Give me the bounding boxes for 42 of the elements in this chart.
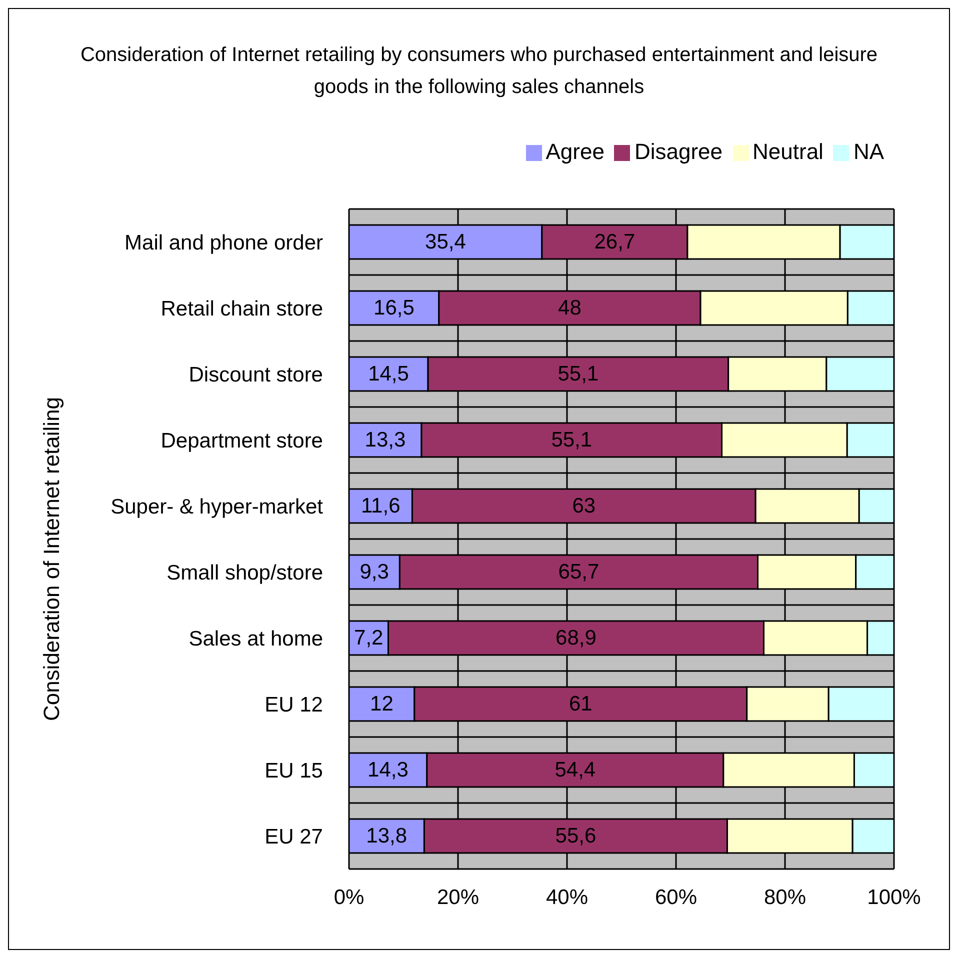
y-tick-label: EU 27 — [264, 825, 323, 848]
data-label: 16,5 — [374, 296, 414, 320]
data-label: 26,7 — [594, 230, 636, 254]
data-label: 14,3 — [368, 758, 408, 782]
y-tick-label: EU 15 — [264, 759, 323, 782]
legend-label: Agree — [546, 139, 604, 164]
legend-label: NA — [853, 139, 884, 164]
data-label: 11,6 — [360, 494, 400, 518]
x-tick-label: 80% — [764, 886, 806, 909]
data-label: 48 — [558, 296, 582, 320]
data-label: 13,8 — [366, 824, 408, 848]
y-tick-label: Mail and phone order — [124, 231, 323, 254]
y-tick-label: Discount store — [188, 363, 323, 386]
y-tick-label: Department store — [160, 429, 323, 452]
data-label: 55,6 — [555, 824, 596, 848]
x-tick-label: 40% — [546, 886, 588, 909]
legend-label: Disagree — [634, 139, 723, 164]
legend-label: Neutral — [752, 139, 824, 164]
y-tick-label: Super- & hyper-market — [110, 495, 324, 518]
y-tick-label: Retail chain store — [160, 297, 323, 320]
y-tick-label: Small shop/store — [166, 561, 323, 584]
data-label: 65,7 — [558, 560, 600, 584]
data-label: 7,2 — [354, 626, 384, 650]
data-label: 13,3 — [364, 428, 406, 452]
data-label: 68,9 — [556, 626, 596, 650]
y-tick-label: Sales at home — [188, 627, 323, 650]
data-label: 61 — [568, 692, 592, 716]
x-tick-label: 100% — [867, 886, 921, 909]
data-label: 55,1 — [558, 362, 599, 386]
data-label: 55,1 — [551, 428, 592, 452]
y-tick-label: EU 12 — [264, 693, 323, 716]
data-label: 54,4 — [554, 758, 596, 782]
y-axis-title: Consideration of Internet retailing — [39, 396, 65, 722]
data-label: 12 — [370, 692, 394, 716]
x-tick-label: 60% — [654, 886, 698, 909]
x-tick-label: 20% — [436, 886, 480, 909]
data-label: 35,4 — [425, 230, 466, 254]
x-tick-label: 0% — [334, 886, 364, 909]
data-label: 9,3 — [360, 560, 389, 584]
data-label: 14,5 — [368, 362, 409, 386]
data-label: 63 — [572, 494, 596, 518]
chart-title: Consideration of Internet retailing by consumers who purchased entertainment and leisure goods in the following sales channels — [79, 43, 879, 100]
